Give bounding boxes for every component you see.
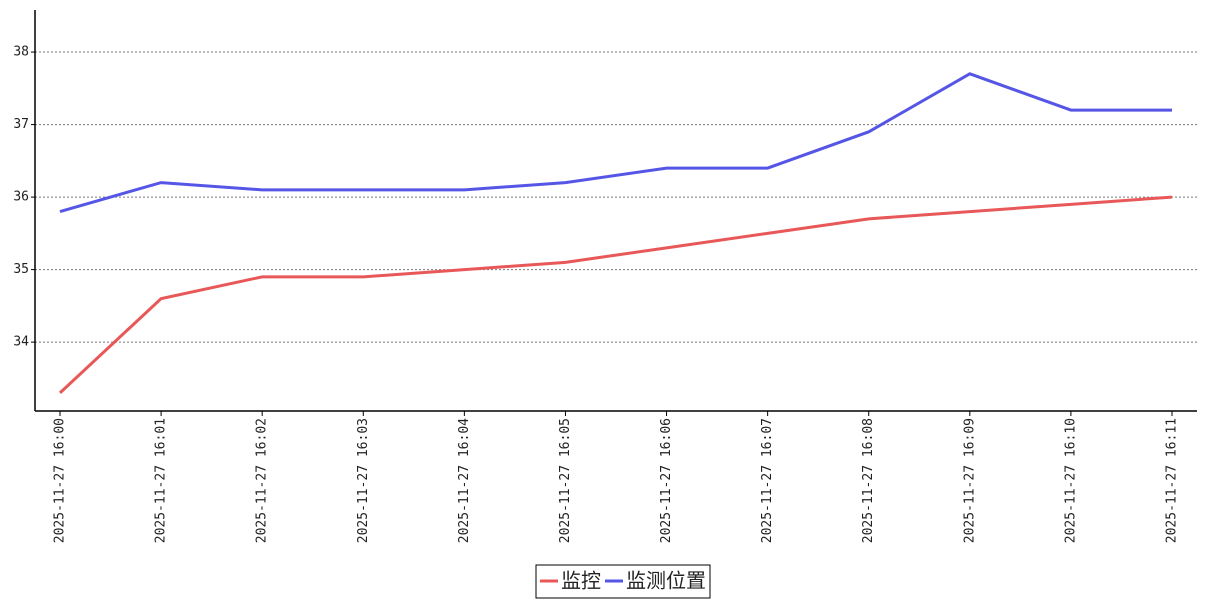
x-tick-label: 2025-11-27 16:09 bbox=[962, 418, 977, 543]
legend: 监控 监测位置 bbox=[535, 564, 711, 599]
x-tick-label: 2025-11-27 16:11 bbox=[1165, 418, 1180, 543]
x-tick-label: 2025-11-27 16:03 bbox=[356, 418, 371, 543]
x-tick-label: 2025-11-27 16:10 bbox=[1063, 418, 1078, 543]
legend-label: 监控 bbox=[561, 569, 601, 593]
x-tick-label: 2025-11-27 16:08 bbox=[861, 418, 876, 543]
y-tick-label: 37 bbox=[13, 117, 29, 132]
x-tick-label: 2025-11-27 16:05 bbox=[558, 418, 573, 543]
y-tick-label: 38 bbox=[13, 45, 29, 60]
y-tick-label: 35 bbox=[13, 262, 29, 277]
y-tick-label: 36 bbox=[13, 190, 29, 205]
x-tick-label: 2025-11-27 16:00 bbox=[53, 418, 68, 543]
series-line bbox=[59, 72, 1172, 214]
x-tick-label: 2025-11-27 16:07 bbox=[760, 418, 775, 543]
x-tick-label: 2025-11-27 16:02 bbox=[255, 418, 270, 543]
y-tick-label: 34 bbox=[13, 335, 29, 350]
x-tick-label: 2025-11-27 16:04 bbox=[457, 418, 472, 543]
x-tick-label: 2025-11-27 16:06 bbox=[659, 418, 674, 543]
series-line bbox=[58, 195, 1173, 394]
legend-label: 监测位置 bbox=[626, 569, 706, 593]
x-tick-label: 2025-11-27 16:01 bbox=[154, 418, 169, 543]
